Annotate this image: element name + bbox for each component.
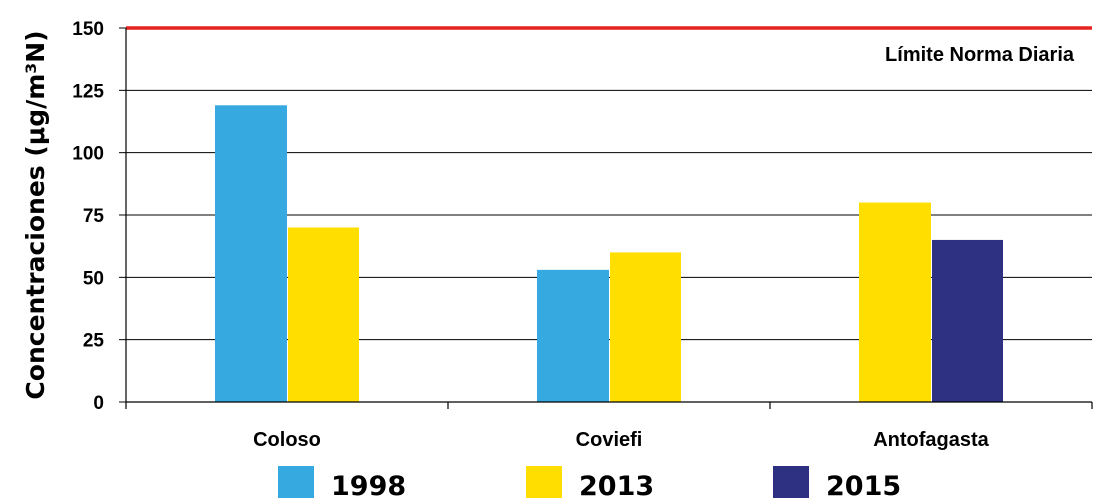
legend-item: 1998: [278, 466, 406, 498]
category-label: Antofagasta: [873, 429, 989, 451]
legend-swatch: [278, 466, 314, 498]
y-tick-label: 150: [72, 19, 104, 40]
legend-swatch: [526, 466, 562, 498]
bar: [859, 202, 931, 402]
bar: [932, 239, 1003, 402]
category-labels: Coloso Coviefi Antofagasta: [253, 429, 990, 451]
y-tick-label: 25: [83, 331, 105, 352]
y-tick-label: 75: [83, 206, 105, 227]
reference-line-label: Límite Norma Diaria: [885, 44, 1075, 66]
legend-label: 2015: [826, 471, 901, 498]
bar: [215, 105, 287, 402]
bar: [610, 252, 681, 402]
category-label: Coloso: [253, 429, 321, 451]
bar: [537, 269, 609, 402]
legend-label: 1998: [331, 471, 406, 498]
legend-item: 2013: [526, 466, 654, 498]
legend-item: 2015: [773, 466, 901, 498]
legend: 1998 2013 2015: [278, 466, 901, 498]
y-axis-label: Concentraciones (μg/m³N): [21, 30, 50, 399]
bar: [288, 227, 359, 402]
y-tick-label: 100: [72, 144, 104, 165]
bars: [215, 105, 1003, 402]
legend-swatch: [773, 466, 809, 498]
y-tick-label: 0: [93, 393, 104, 414]
y-tick-labels: 0 25 50 75 100 125 150: [72, 19, 104, 414]
y-tick-label: 125: [72, 81, 104, 102]
y-tick-label: 50: [83, 268, 104, 289]
legend-label: 2013: [579, 471, 654, 498]
category-label: Coviefi: [576, 429, 643, 451]
axes: [125, 28, 1093, 409]
